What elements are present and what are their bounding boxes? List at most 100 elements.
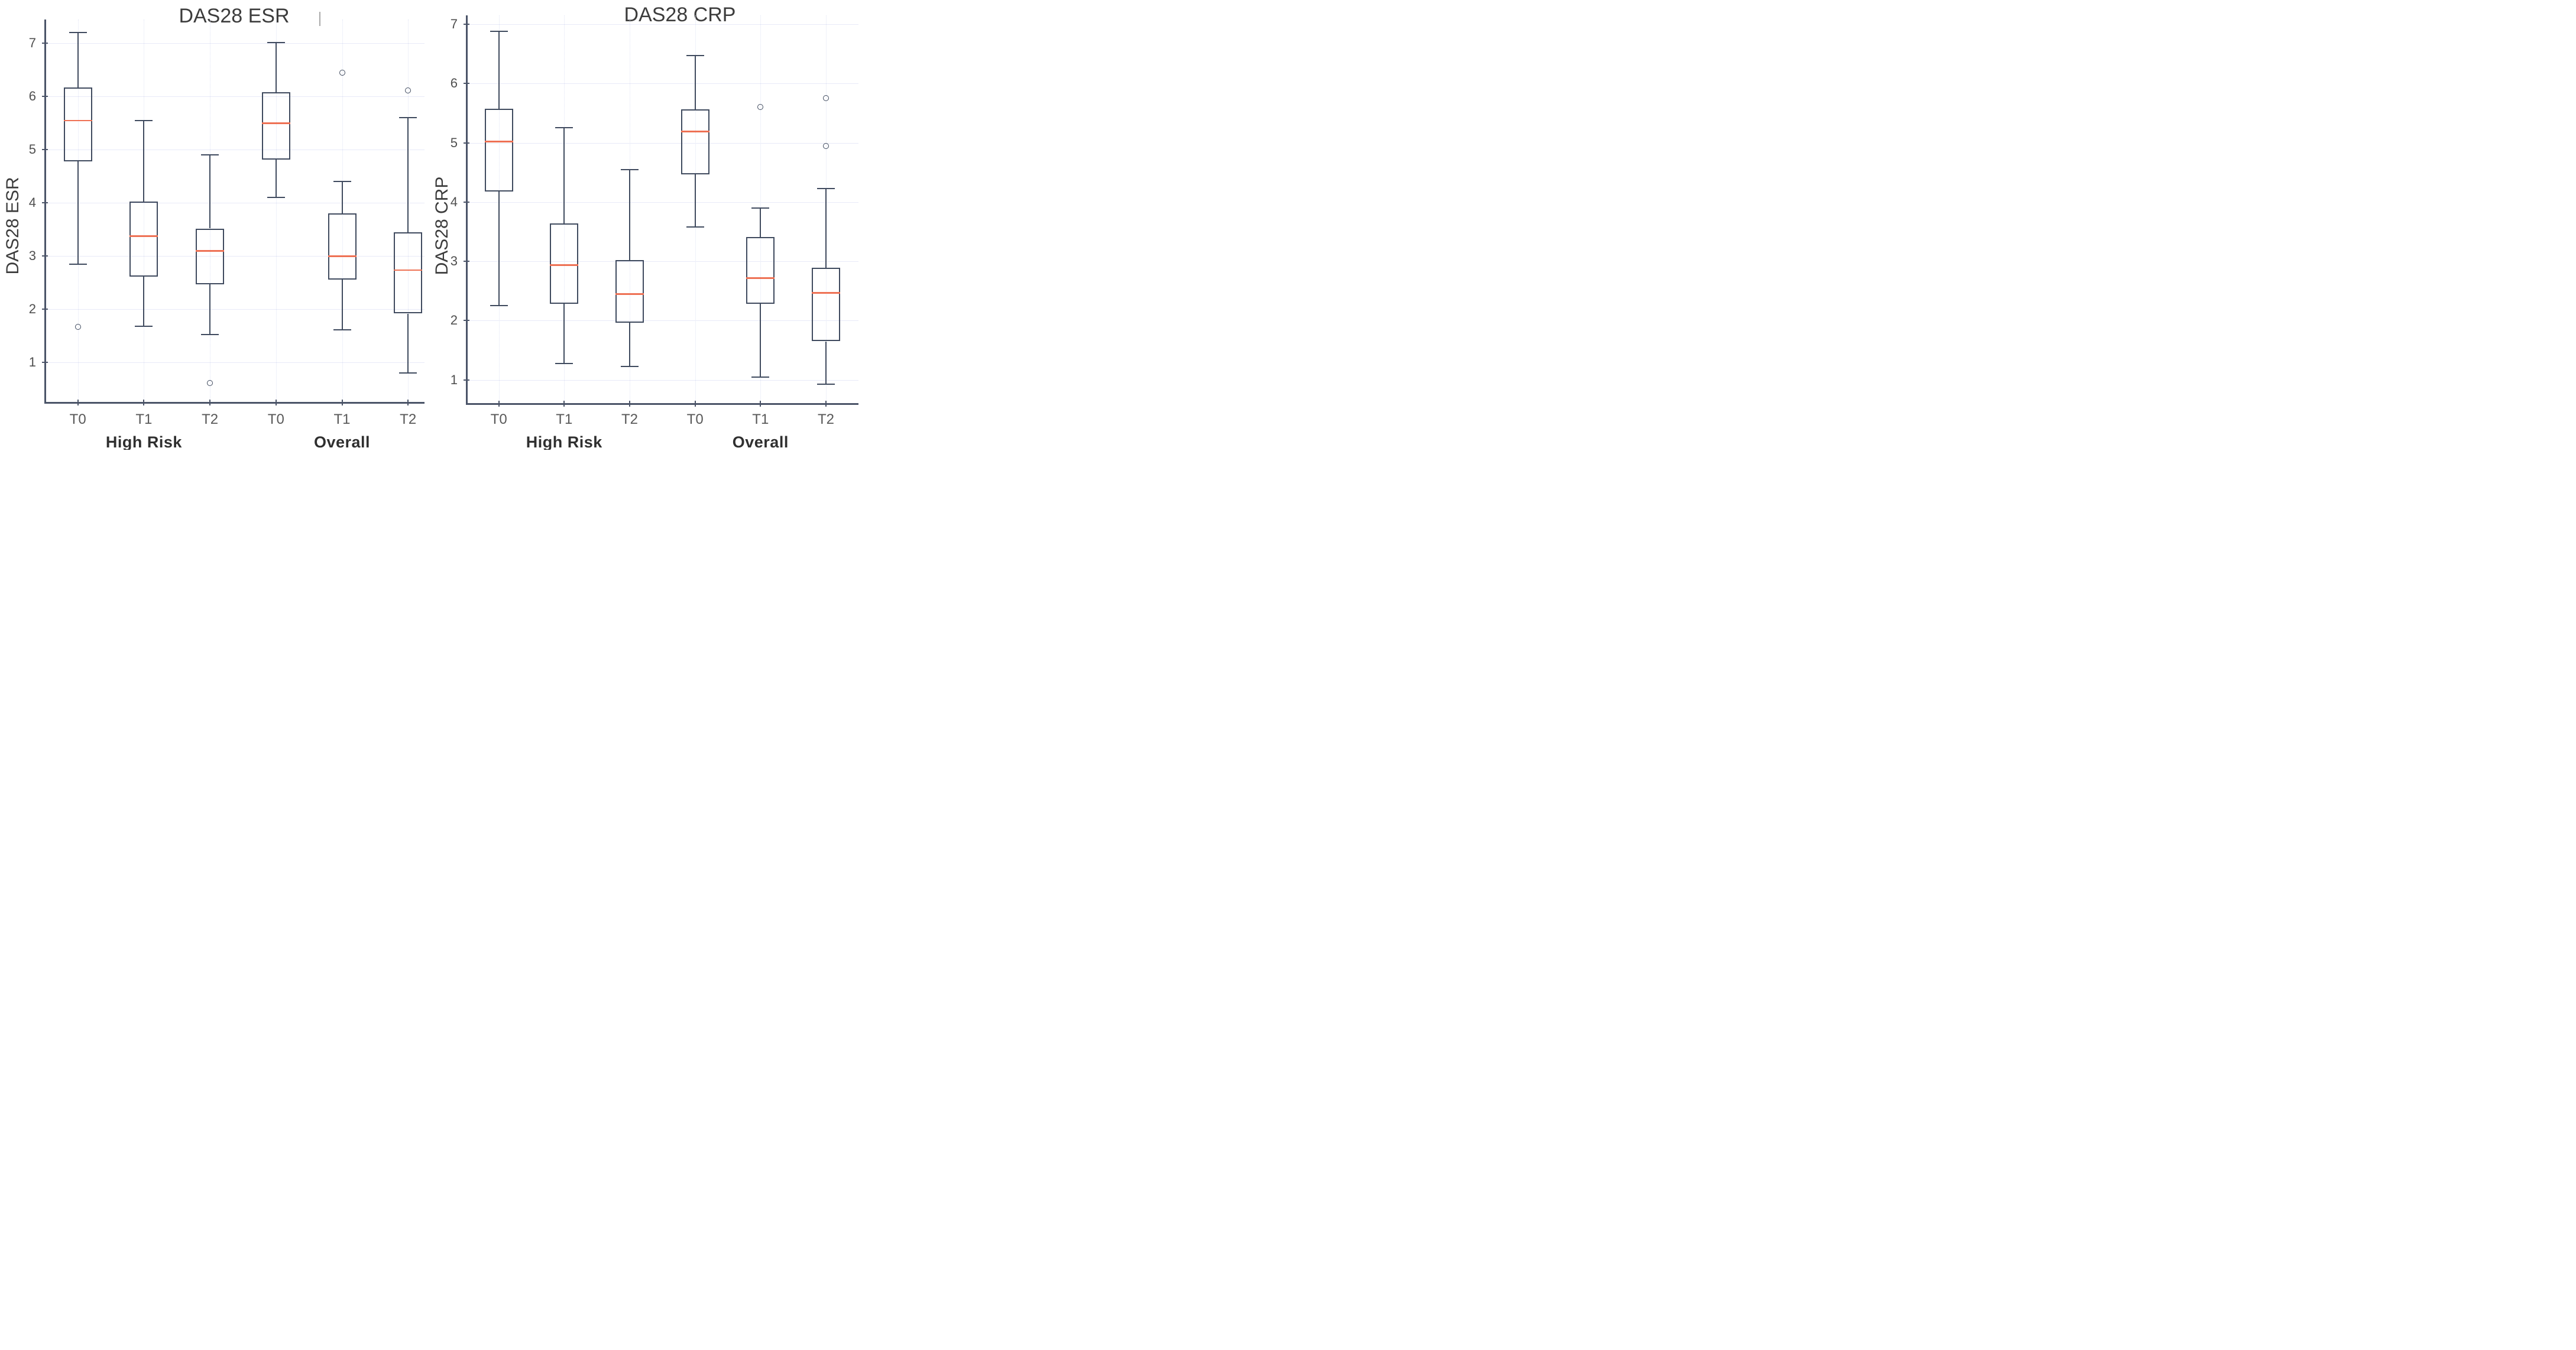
chart-title-esr: DAS28 ESR	[179, 5, 290, 27]
upper-whisker-cap-high-risk-t2-esr	[201, 154, 219, 156]
upper-whisker-cap-overall-t0-crp	[686, 55, 704, 57]
median-line-overall-t0-crp	[681, 131, 709, 132]
lower-whisker-overall-t0-crp	[694, 174, 696, 227]
x-tick-label-crp-5: T2	[817, 411, 835, 427]
lower-whisker-cap-high-risk-t1-crp	[555, 362, 573, 364]
upper-whisker-cap-overall-t0-esr	[267, 41, 285, 43]
stray-mark	[319, 12, 320, 26]
outlier-point-overall-t2-esr	[405, 87, 411, 93]
v-gridline-esr	[276, 20, 277, 403]
y-tick-label-esr: 7	[28, 35, 36, 51]
box-overall-t2-crp	[812, 268, 840, 342]
x-tick-label-crp-4: T1	[752, 411, 769, 427]
h-gridline-esr	[44, 309, 425, 310]
box-high-risk-t1-esr	[129, 201, 158, 277]
x-tick-label-crp-0: T0	[490, 411, 507, 427]
box-overall-t0-esr	[261, 92, 290, 160]
lower-whisker-overall-t2-esr	[407, 313, 409, 374]
h-gridline-crp	[466, 202, 858, 203]
lower-whisker-high-risk-t1-crp	[563, 304, 565, 364]
lower-whisker-cap-high-risk-t2-crp	[621, 365, 639, 367]
upper-whisker-overall-t2-esr	[407, 118, 409, 232]
lower-whisker-overall-t0-esr	[275, 160, 277, 198]
y-tick-label-crp: 1	[450, 372, 458, 387]
y-tick-label-crp: 2	[450, 313, 458, 328]
chart-title-crp: DAS28 CRP	[624, 4, 736, 26]
x-tick-label-esr-3: T0	[267, 411, 284, 427]
y-axis-spine-esr	[44, 20, 46, 404]
box-overall-t1-crp	[746, 236, 775, 304]
upper-whisker-high-risk-t0-crp	[498, 31, 500, 109]
h-gridline-crp	[466, 320, 858, 322]
outlier-point-overall-t2-crp	[823, 142, 829, 149]
lower-whisker-cap-high-risk-t1-esr	[135, 326, 153, 327]
y-tick-label-esr: 4	[28, 195, 36, 210]
lower-whisker-cap-high-risk-t2-esr	[201, 333, 219, 335]
median-line-overall-t1-crp	[746, 277, 775, 279]
y-tick-label-crp: 5	[450, 135, 458, 150]
x-tick-label-esr-4: T1	[333, 411, 351, 427]
box-overall-t0-crp	[681, 109, 709, 174]
median-line-overall-t1-esr	[328, 255, 357, 257]
outlier-point-overall-t2-crp	[823, 95, 829, 102]
median-line-high-risk-t0-esr	[63, 119, 92, 122]
lower-whisker-overall-t1-esr	[341, 279, 343, 330]
box-overall-t1-esr	[328, 213, 357, 280]
outlier-point-overall-t1-esr	[339, 69, 345, 76]
x-tick-label-esr-2: T2	[202, 411, 219, 427]
lower-whisker-cap-overall-t2-crp	[817, 383, 835, 385]
y-tick-label-esr: 1	[28, 355, 36, 370]
upper-whisker-cap-high-risk-t2-crp	[621, 168, 639, 170]
median-line-high-risk-t2-esr	[196, 250, 225, 252]
y-tick-label-esr: 6	[28, 89, 36, 104]
lower-whisker-cap-overall-t1-crp	[751, 376, 770, 378]
h-gridline-esr	[44, 256, 425, 257]
box-overall-t2-esr	[394, 232, 423, 314]
outlier-point-high-risk-t2-esr	[207, 379, 213, 386]
median-line-overall-t0-esr	[261, 122, 290, 124]
upper-whisker-high-risk-t1-esr	[143, 120, 145, 202]
upper-whisker-cap-high-risk-t0-crp	[490, 30, 508, 32]
upper-whisker-cap-high-risk-t0-esr	[69, 32, 87, 34]
upper-whisker-high-risk-t2-crp	[629, 169, 630, 261]
y-tick-label-esr: 2	[28, 301, 36, 317]
median-line-overall-t2-esr	[394, 269, 423, 271]
box-high-risk-t1-crp	[550, 223, 579, 304]
y-tick-label-crp: 4	[450, 194, 458, 209]
box-high-risk-t0-crp	[484, 109, 513, 192]
lower-whisker-high-risk-t0-esr	[77, 161, 79, 264]
upper-whisker-cap-high-risk-t1-crp	[555, 127, 573, 129]
upper-whisker-overall-t1-esr	[341, 181, 343, 214]
x-tick-label-esr-0: T0	[69, 411, 86, 427]
upper-whisker-high-risk-t1-crp	[563, 128, 565, 223]
lower-whisker-high-risk-t2-crp	[629, 323, 630, 366]
y-tick-label-esr: 5	[28, 142, 36, 157]
median-line-high-risk-t0-crp	[484, 141, 513, 142]
x-tick-label-crp-1: T1	[556, 411, 573, 427]
lower-whisker-cap-high-risk-t0-esr	[69, 263, 87, 265]
median-line-high-risk-t1-esr	[129, 235, 158, 237]
box-high-risk-t2-crp	[615, 260, 644, 323]
upper-whisker-overall-t0-crp	[694, 56, 696, 110]
h-gridline-crp	[466, 261, 858, 262]
y-tick-label-crp: 7	[450, 16, 458, 31]
upper-whisker-cap-high-risk-t1-esr	[135, 119, 153, 121]
upper-whisker-overall-t0-esr	[275, 42, 277, 93]
box-high-risk-t2-esr	[196, 228, 225, 284]
box-high-risk-t0-esr	[63, 87, 92, 162]
y-tick-label-esr: 3	[28, 248, 36, 264]
h-gridline-esr	[44, 43, 425, 44]
y-tick-label-crp: 6	[450, 76, 458, 91]
upper-whisker-cap-overall-t2-crp	[817, 187, 835, 189]
outlier-point-overall-t1-crp	[757, 104, 764, 111]
h-gridline-crp	[466, 24, 858, 25]
lower-whisker-cap-high-risk-t0-crp	[490, 305, 508, 307]
x-axis-spine-crp	[466, 403, 858, 405]
lower-whisker-cap-overall-t0-esr	[267, 197, 285, 199]
y-tick-label-crp: 3	[450, 254, 458, 269]
lower-whisker-high-risk-t2-esr	[209, 284, 211, 335]
group-label-overall-crp: Overall	[732, 433, 789, 450]
h-gridline-esr	[44, 362, 425, 364]
group-label-overall-esr: Overall	[313, 433, 371, 450]
median-line-high-risk-t2-crp	[615, 293, 644, 295]
